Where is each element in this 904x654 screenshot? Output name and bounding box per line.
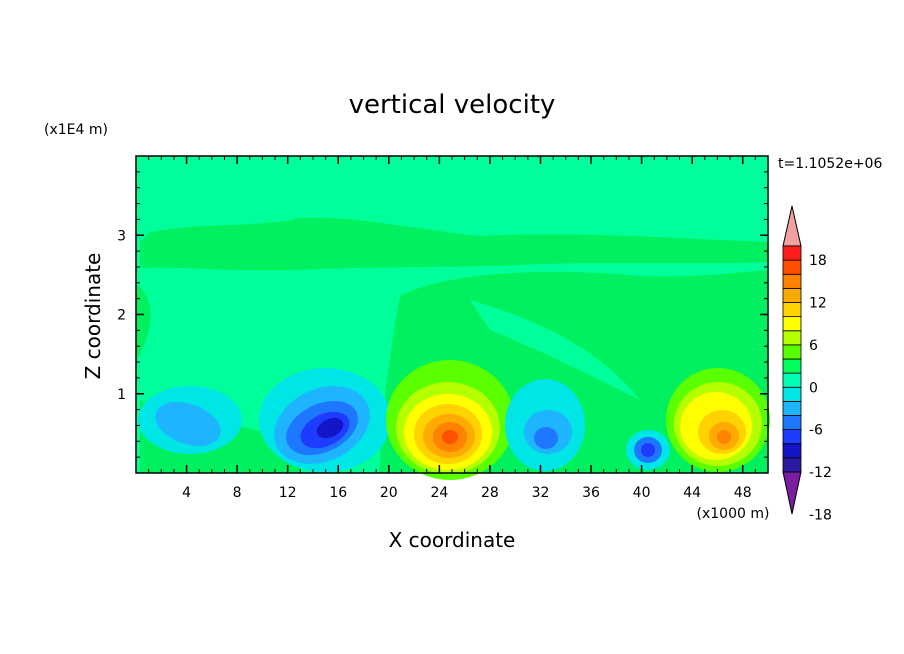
feature-updraft-2 bbox=[666, 368, 770, 472]
feature-downdraft-4 bbox=[626, 430, 670, 470]
x-tick-label: 24 bbox=[430, 485, 448, 501]
colorbar-swatch bbox=[782, 457, 802, 473]
x-tick-label: 32 bbox=[532, 485, 550, 501]
colorbar-swatch bbox=[782, 400, 802, 416]
feature-downdraft-2 bbox=[259, 368, 391, 472]
colorbar-swatch bbox=[782, 316, 802, 332]
x-tick-label: 28 bbox=[481, 485, 499, 501]
colorbar-swatch bbox=[782, 330, 802, 346]
green-band-upper bbox=[140, 217, 768, 271]
colorbar-label: -6 bbox=[809, 423, 823, 439]
colorbar-swatch bbox=[782, 429, 802, 445]
x-axis: 4 8 12 16 20 24 28 32 36 40 44 48 bbox=[148, 156, 756, 501]
x-tick-label: 16 bbox=[329, 485, 347, 501]
colorbar-swatch bbox=[782, 273, 802, 289]
x-tick-label: 4 bbox=[182, 485, 191, 501]
x-tick-label: 40 bbox=[633, 485, 651, 501]
light-streak bbox=[470, 300, 640, 400]
colorbar-label: 18 bbox=[809, 253, 827, 269]
colorbar-swatch bbox=[782, 358, 802, 374]
feature-downdraft-1 bbox=[138, 386, 242, 454]
y-tick-label: 3 bbox=[117, 228, 126, 244]
colorbar-swatch bbox=[782, 415, 802, 431]
x-tick-label: 20 bbox=[380, 485, 398, 501]
colorbar-label: 12 bbox=[809, 296, 827, 312]
time-label: t=1.1052e+06 bbox=[778, 156, 882, 172]
x-tick-label: 48 bbox=[734, 485, 752, 501]
colorbar-min-arrow bbox=[782, 471, 802, 515]
feature-updraft-1 bbox=[386, 360, 514, 480]
x-tick-label: 36 bbox=[582, 485, 600, 501]
colorbar-swatch bbox=[782, 443, 802, 459]
colorbar-swatch bbox=[782, 259, 802, 275]
x-tick-label: 12 bbox=[279, 485, 297, 501]
feature-downdraft-3 bbox=[505, 379, 585, 471]
colorbar-label: -12 bbox=[809, 465, 832, 481]
x-tick-label: 44 bbox=[683, 485, 701, 501]
y-tick-label: 1 bbox=[117, 387, 126, 403]
colorbar-swatch bbox=[782, 245, 802, 261]
colorbar-label: -18 bbox=[809, 507, 832, 523]
x-axis-label: X coordinate bbox=[389, 528, 516, 552]
y-axis: 1 2 3 bbox=[117, 171, 768, 458]
colorbar-label: 0 bbox=[809, 380, 818, 396]
x-unit-label: (x1000 m) bbox=[697, 506, 770, 522]
colorbar: 18 12 6 0 -6 -12 -18 bbox=[782, 205, 832, 523]
colorbar-label: 6 bbox=[809, 338, 818, 354]
colorbar-swatch bbox=[782, 302, 802, 318]
colorbar-swatch bbox=[782, 287, 802, 303]
colorbar-swatch bbox=[782, 372, 802, 388]
colorbar-swatch bbox=[782, 344, 802, 360]
plot-area bbox=[135, 155, 770, 480]
colorbar-swatch bbox=[782, 386, 802, 402]
colorbar-max-arrow bbox=[782, 205, 802, 247]
x-tick-label: 8 bbox=[233, 485, 242, 501]
y-unit-label: (x1E4 m) bbox=[44, 122, 108, 138]
chart-title: vertical velocity bbox=[349, 90, 556, 120]
green-left-edge bbox=[136, 284, 151, 360]
y-axis-label: Z coordinate bbox=[81, 253, 105, 380]
y-tick-label: 2 bbox=[117, 308, 126, 324]
